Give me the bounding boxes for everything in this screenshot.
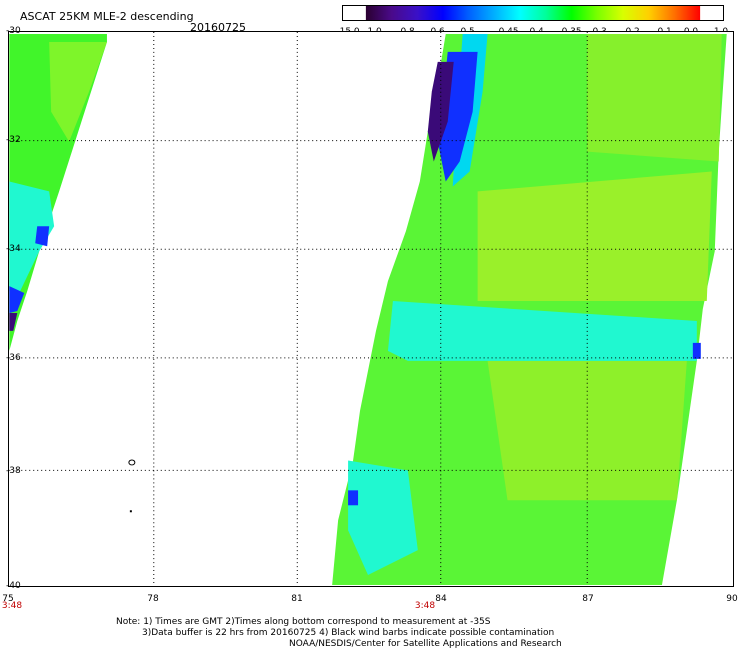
island-dot: [129, 510, 132, 513]
west-swath-light: [49, 41, 107, 142]
islands: [128, 459, 136, 513]
lat-label: -30: [6, 26, 21, 36]
west-swath-cyan: [9, 181, 55, 294]
west-swath-blue: [9, 286, 25, 313]
note-line-2: 3)Data buffer is 22 hrs from 20160725 4)…: [142, 628, 555, 638]
map-plot: [8, 31, 734, 587]
east-swath-light: [477, 171, 712, 302]
lat-label: -32: [6, 135, 21, 145]
time-label: 3:48: [1, 601, 23, 611]
west-swath-fill: [9, 33, 107, 351]
product-title: ASCAT 25KM MLE-2 descending: [20, 10, 194, 23]
lon-label: 75: [2, 594, 14, 604]
lat-label: -34: [6, 244, 21, 254]
lon-label: 84: [435, 594, 447, 604]
east-swath: [332, 33, 727, 586]
colorbar-fill: [365, 6, 701, 20]
lon-label: 78: [147, 594, 159, 604]
note-line-1: Note: 1) Times are GMT 2)Times along bot…: [116, 617, 491, 627]
east-swath-light: [587, 33, 722, 162]
lat-label: -36: [6, 353, 21, 363]
lon-label: 87: [582, 594, 594, 604]
colorbar: [342, 5, 724, 21]
west-swath-blue: [35, 226, 50, 247]
lat-label: -40: [6, 581, 21, 591]
lon-label: 90: [726, 594, 738, 604]
lon-label: 81: [291, 594, 303, 604]
product-date: 20160725: [190, 21, 246, 34]
island-outline: [128, 459, 136, 466]
east-swath-cyan: [348, 460, 418, 576]
east-swath-cyan: [387, 301, 697, 361]
grid-lines: [9, 32, 733, 586]
west-swath-purple: [9, 312, 18, 331]
west-swath: [9, 33, 107, 351]
note-line-3: NOAA/NESDIS/Center for Satellite Applica…: [289, 639, 562, 649]
east-swath-blue: [348, 490, 359, 506]
east-swath-blue: [692, 342, 701, 359]
lat-label: -38: [6, 466, 21, 476]
time-label: 3:48: [414, 601, 436, 611]
